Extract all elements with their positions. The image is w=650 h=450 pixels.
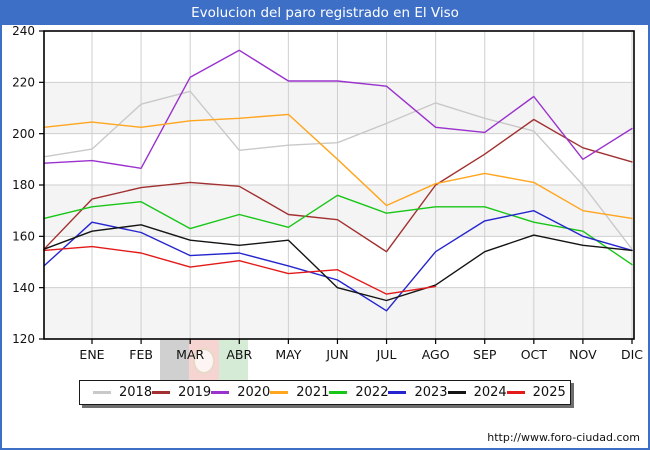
series-line-2022	[43, 194, 633, 266]
flag-stripe-left	[160, 338, 190, 384]
y-tick-label: 120	[12, 332, 35, 346]
y-tick-label: 180	[12, 178, 35, 192]
legend-year-label: 2023	[414, 385, 448, 400]
series-line-2023	[43, 209, 633, 312]
legend-year-label: 2022	[355, 385, 389, 400]
series-line-2024	[43, 224, 633, 302]
y-tick-label: 200	[12, 127, 35, 141]
legend-item-2021: 2021	[270, 386, 329, 399]
title-bar: Evolucion del paro registrado en El Viso	[2, 2, 648, 25]
x-month-label: ENE	[79, 347, 104, 362]
chart-legend: 2018 2019 2020 2021 2022 2023 2024 2025	[79, 380, 571, 405]
legend-year-label: 2018	[119, 385, 153, 400]
legend-swatch-2024	[447, 391, 466, 394]
legend-year-label: 2020	[237, 385, 271, 400]
legend-swatch-2018	[93, 391, 111, 394]
flag-stripe-right	[218, 338, 248, 384]
legend-item-2023: 2023	[388, 385, 448, 400]
legend-item-2022: 2022	[329, 386, 388, 399]
x-month-label: JUL	[376, 347, 397, 362]
x-month-label: MAR	[176, 347, 204, 362]
series-line-2021	[43, 113, 633, 220]
x-month-label: SEP	[473, 347, 497, 362]
x-month-label: JUN	[325, 347, 348, 362]
series-line-2020	[43, 49, 633, 170]
legend-swatch-2025	[506, 391, 525, 394]
x-month-label: AGO	[422, 347, 450, 362]
legend-year-label: 2025	[532, 385, 566, 400]
chart-title: Evolucion del paro registrado en El Viso	[191, 5, 459, 21]
footer-url: http://www.foro-ciudad.com	[487, 431, 640, 444]
x-month-label: MAY	[275, 347, 301, 362]
series-line-2018	[43, 90, 633, 250]
y-tick-label: 240	[12, 24, 35, 38]
y-tick-label: 160	[12, 230, 35, 244]
legend-item-2025: 2025	[506, 385, 566, 400]
legend-item-2024: 2024	[447, 385, 507, 400]
x-month-label: NOV	[569, 347, 597, 362]
x-month-label: DIC	[621, 347, 643, 362]
legend-year-label: 2024	[473, 385, 507, 400]
legend-year-label: 2019	[178, 385, 212, 400]
flag-emblem-icon	[193, 348, 215, 374]
legend-swatch-2022	[329, 391, 348, 394]
legend-item-2019: 2019	[152, 386, 211, 399]
y-tick-label: 140	[12, 281, 35, 295]
legend-swatch-2023	[388, 391, 407, 394]
series-line-2019	[43, 118, 633, 253]
x-month-label: FEB	[129, 347, 153, 362]
legend-year-label: 2021	[296, 385, 330, 400]
legend-swatch-2020	[211, 391, 230, 394]
flag-watermark	[160, 338, 248, 384]
series-line-2025	[43, 245, 437, 295]
legend-swatch-2019	[152, 391, 171, 394]
legend-item-2020: 2020	[211, 386, 270, 399]
grid-band	[44, 287, 634, 339]
x-month-label: ABR	[226, 347, 252, 362]
x-month-label: OCT	[521, 347, 548, 362]
grid-band	[44, 82, 634, 134]
legend-swatch-2021	[270, 391, 289, 394]
y-tick-label: 220	[12, 76, 35, 90]
grid-band	[44, 185, 634, 237]
legend-item-2018: 2018	[93, 386, 152, 399]
